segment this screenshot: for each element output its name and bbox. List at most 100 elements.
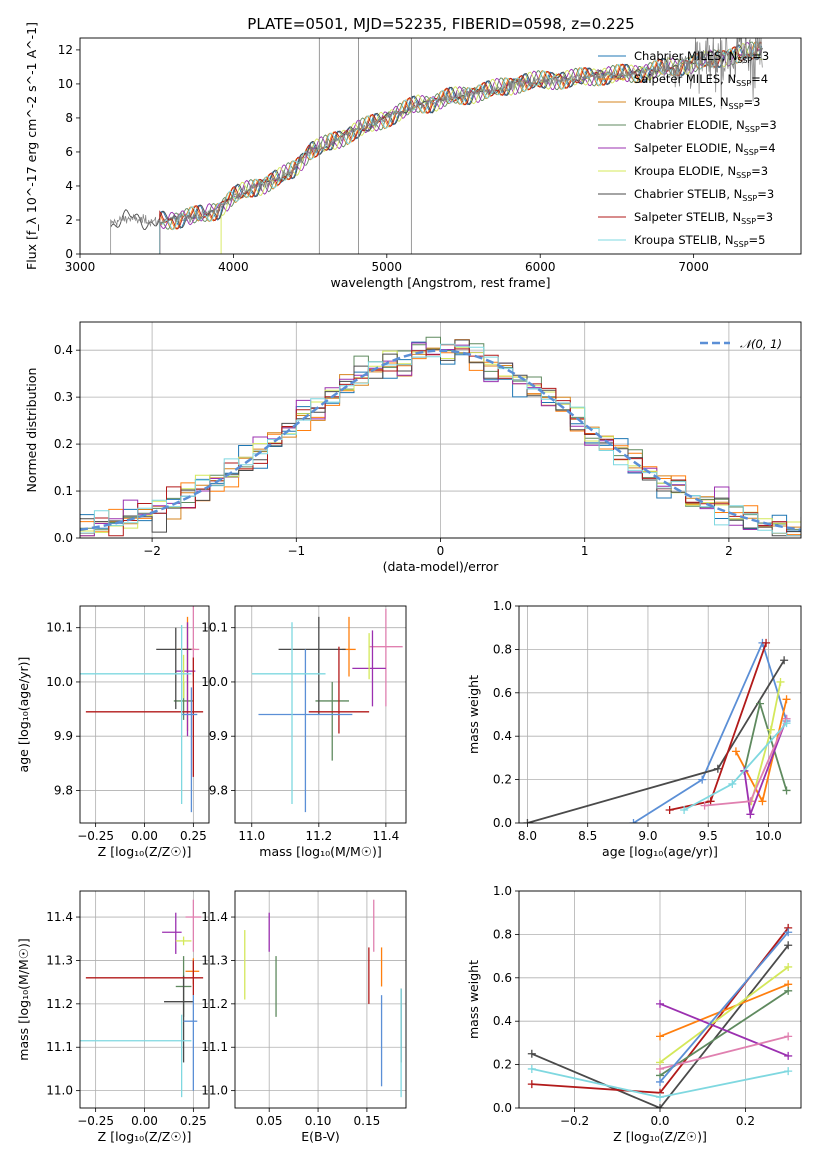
- legend-value: =5: [749, 233, 766, 247]
- x-axis-label: E(B-V): [301, 1129, 340, 1144]
- y-tick-label: 0: [65, 247, 73, 261]
- legend-label: Chabrier MILES, NSSP=3: [634, 49, 769, 65]
- axes-frame: [79, 37, 802, 255]
- x-tick-label: −1: [287, 544, 305, 558]
- legend-subscript: SSP: [742, 194, 757, 203]
- x-tick-label: 11.4: [373, 829, 400, 843]
- mass-weight-marker: [780, 656, 789, 665]
- y-tick-label: 0.0: [493, 1101, 512, 1115]
- x-tick-label: 0.25: [180, 1114, 207, 1128]
- y-tick-label: 10.1: [201, 621, 228, 635]
- y-tick-label: 10.1: [46, 621, 73, 635]
- y-tick-label: 11.3: [46, 953, 73, 967]
- mass-weight-marker: [656, 1064, 664, 1073]
- y-tick-label: 10: [58, 77, 73, 91]
- observed-spectrum-line: [110, 38, 763, 254]
- mass-weight-marker: [731, 747, 740, 756]
- axes-frame: [79, 890, 210, 1109]
- x-tick-label: 10.0: [755, 829, 782, 843]
- mass-weight-marker: [700, 801, 709, 810]
- mass-weight-marker: [656, 1104, 664, 1108]
- y-tick-label: 9.9: [209, 729, 228, 743]
- mass-weight-marker: [698, 775, 707, 784]
- legend-value: =4: [751, 72, 768, 86]
- plot-marks: [244, 899, 402, 1098]
- legend-value: =3: [756, 210, 773, 224]
- y-tick-label: 0.2: [54, 437, 73, 451]
- y-tick-label: 11.0: [201, 1084, 228, 1098]
- x-tick-label: 1: [581, 544, 589, 558]
- x-tick-label: 0: [437, 544, 445, 558]
- mass-weight-vs-metallicity-panel: −0.2 0.0 0.2 0.0 0.2 0.4 0.6 0.8 1.0 Z [log₁₀(Z/Z…: [466, 884, 802, 1144]
- mass-weight-marker: [776, 677, 785, 686]
- plot-marks: [251, 608, 403, 813]
- y-tick-label: 12: [58, 43, 73, 57]
- axes-frame: [234, 890, 407, 1109]
- legend-label: Salpeter ELODIE, NSSP=4: [634, 141, 776, 157]
- mass-weight-marker: [656, 1032, 664, 1041]
- y-tick-label: 11.0: [46, 1084, 73, 1098]
- y-tick-label: 9.8: [54, 783, 73, 797]
- legend-label: Salpeter STELIB, NSSP=3: [634, 210, 773, 226]
- y-tick-label: 0.3: [54, 390, 73, 404]
- x-tick-label: 0.05: [256, 1114, 283, 1128]
- y-tick-label: 0.6: [493, 686, 512, 700]
- y-tick-label: 1.0: [493, 884, 512, 898]
- mass-weight-marker: [782, 719, 791, 728]
- mass-weight-marker: [784, 1067, 793, 1076]
- legend-value: =3: [744, 95, 761, 109]
- x-tick-label: 7000: [678, 260, 709, 274]
- legend-label: Chabrier STELIB, NSSP=3: [634, 187, 774, 203]
- x-tick-label: 8.0: [518, 829, 537, 843]
- legend-label: Chabrier ELODIE, NSSP=3: [634, 118, 777, 134]
- axes-frame: [79, 321, 802, 539]
- x-axis-label: age [log₁₀(age/yr)]: [602, 844, 718, 859]
- x-tick-label: 0.15: [354, 1114, 381, 1128]
- y-tick-label: 0.4: [493, 729, 512, 743]
- x-tick-label: −0.25: [77, 1114, 114, 1128]
- legend-label: Salpeter MILES, NSSP=4: [634, 72, 768, 88]
- x-tick-label: 8.5: [578, 829, 597, 843]
- y-tick-label: 6: [65, 145, 73, 159]
- y-tick-label: 11.1: [46, 1040, 73, 1054]
- x-axis-label: Z [log₁₀(Z/Z☉)]: [98, 844, 192, 859]
- age-vs-mass-panel: 11.0 11.2 11.4 9.8 9.9 10.0 10.1 mass [log₁₀(M/…: [201, 605, 407, 859]
- x-tick-label: 9.0: [638, 829, 657, 843]
- mass-weight-line: [659, 983, 789, 1038]
- legend-subscript: SSP: [736, 171, 751, 180]
- mass-weight-line: [659, 966, 789, 1064]
- x-tick-label: 11.2: [305, 829, 332, 843]
- x-tick-label: −2: [143, 544, 161, 558]
- x-tick-label: −0.2: [560, 1114, 589, 1128]
- axes-frame: [518, 605, 802, 824]
- mass-weight-marker: [746, 797, 755, 806]
- plot-marks: [80, 606, 204, 813]
- mass-weight-marker: [665, 805, 674, 814]
- mass-weight-marker: [784, 1032, 793, 1041]
- mass-weight-marker: [527, 1049, 536, 1058]
- axes-frame: [79, 605, 210, 824]
- legend-subscript: SSP: [741, 217, 756, 226]
- x-axis-label: (data-model)/error: [383, 559, 500, 574]
- y-tick-label: 0.4: [493, 1014, 512, 1028]
- residuals-panel: −2 −1 0 1 2 0.0 0.1 0.2 0.3 0.4 (data-model)/error…: [24, 321, 802, 574]
- x-tick-label: −0.25: [77, 829, 114, 843]
- legend-subscript: SSP: [744, 148, 759, 157]
- mass-weight-marker: [784, 962, 793, 971]
- mass-weight-marker: [656, 999, 664, 1008]
- mass-weight-marker: [527, 1080, 536, 1089]
- y-tick-label: 0.6: [493, 971, 512, 985]
- y-tick-label: 8: [65, 111, 73, 125]
- legend-value: =4: [759, 141, 776, 155]
- mass-weight-marker: [784, 1051, 793, 1060]
- axes-frame: [234, 605, 407, 824]
- mass-weight-marker: [762, 638, 771, 647]
- x-tick-label: 0.10: [305, 1114, 332, 1128]
- legend-value: =3: [752, 49, 769, 63]
- figure-title: PLATE=0501, MJD=52235, FIBERID=0598, z=0…: [247, 15, 634, 33]
- x-axis-label: mass [log₁₀(M/M☉)]: [259, 844, 381, 859]
- y-tick-label: 11.4: [201, 910, 228, 924]
- y-tick-label: 1.0: [493, 599, 512, 613]
- legend-value: =3: [751, 164, 768, 178]
